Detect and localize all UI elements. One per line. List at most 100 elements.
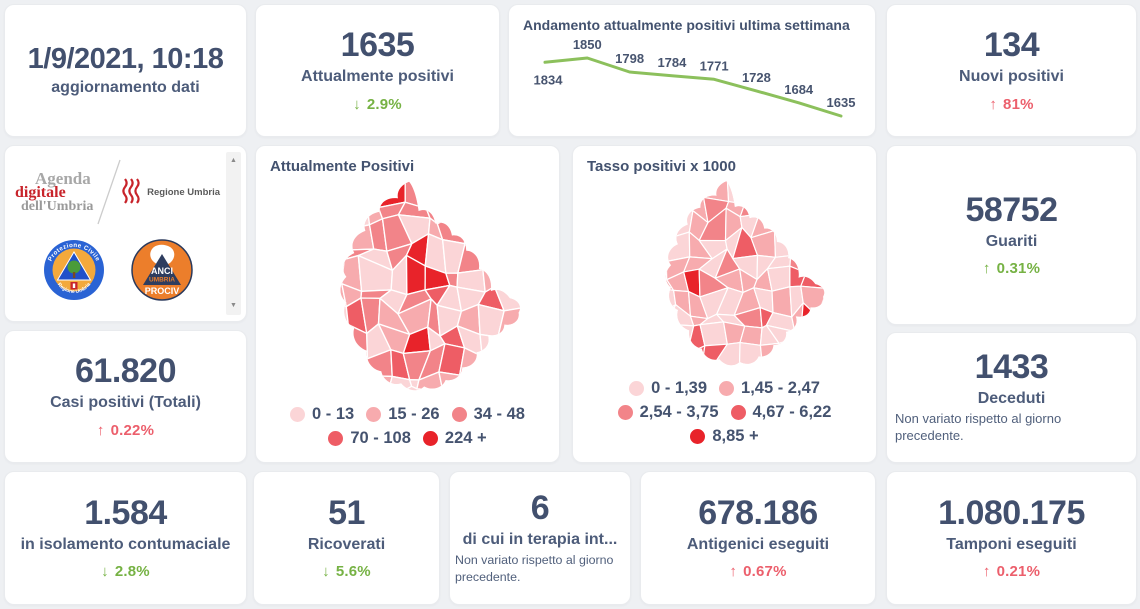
legend-item: 34 - 48: [451, 405, 525, 424]
card-last-update: 1/9/2021, 10:18 aggiornamento dati: [4, 4, 247, 137]
card-tamponi: 1.080.175 Tamponi eseguiti ↑ 0.21%: [886, 471, 1137, 605]
map-title: Attualmente Positivi: [270, 158, 415, 175]
legend-item: 224 +: [422, 429, 487, 448]
stat-delta-value: 0.67%: [743, 563, 787, 581]
legend-item: 2,54 - 3,75: [617, 403, 719, 422]
stat-value: 678.186: [698, 493, 818, 532]
stat-value: 1433: [974, 348, 1049, 387]
map-legend: 0 - 1,39 1,45 - 2,47 2,54 - 3,75 4,67 - …: [587, 373, 862, 446]
card-map-attualmente-positivi: Attualmente Positivi 0 - 13 15 - 26 34 -…: [255, 145, 560, 463]
divider-slash: [97, 159, 121, 225]
stat-delta: ↑ 0.67%: [729, 563, 786, 580]
anci-prociv-logo: ANCI UMBRIA PROCIV: [130, 239, 193, 301]
anci-logo-line2: UMBRIA: [149, 277, 175, 284]
trend-up-icon: ↑: [982, 563, 991, 581]
update-timestamp: 1/9/2021, 10:18: [27, 43, 224, 76]
logo-scrollbar[interactable]: ▲ ▼: [226, 152, 241, 315]
stat-label: Ricoverati: [307, 535, 386, 553]
card-deceduti: 1433 Deceduti Non variato rispetto al gi…: [886, 332, 1137, 463]
trend-up-icon: ↑: [729, 563, 738, 581]
agenda-logo-line3: dell'Umbria: [21, 199, 94, 214]
card-antigenici: 678.186 Antigenici eseguiti ↑ 0.67%: [640, 471, 876, 605]
legend-label: 0 - 13: [312, 405, 355, 423]
card-ricoverati: 51 Ricoverati ↓ 5.6%: [253, 471, 440, 605]
stat-value: 1635: [340, 26, 415, 65]
choropleth-map-tasso-positivi[interactable]: [609, 177, 841, 373]
legend-label: 4,67 - 6,22: [752, 403, 832, 421]
regione-umbria-label: Regione Umbria: [147, 186, 220, 198]
card-nuovi-positivi: 134 Nuovi positivi ↑ 81%: [886, 4, 1137, 137]
legend-swatch: [617, 405, 633, 420]
card-attualmente-positivi: 1635 Attualmente positivi ↓ 2.9%: [255, 4, 500, 137]
stat-delta: ↑ 0.22%: [97, 422, 154, 439]
card-isolamento: 1.584 in isolamento contumaciale ↓ 2.8%: [4, 471, 247, 605]
stat-label: Deceduti: [977, 389, 1046, 407]
legend-swatch: [328, 431, 344, 446]
stat-value: 6: [530, 489, 550, 528]
legend-swatch: [629, 381, 645, 396]
legend-label: 15 - 26: [388, 405, 440, 423]
stat-delta-value: 2.8%: [114, 563, 150, 581]
stat-delta-value: 0.21%: [996, 563, 1041, 581]
stat-delta-value: 2.9%: [366, 95, 402, 113]
stat-delta: ↓ 5.6%: [322, 563, 371, 580]
svg-text:1798: 1798: [615, 51, 644, 66]
legend-label: 34 - 48: [473, 405, 525, 423]
legend-item: 8,85 +: [690, 427, 759, 446]
svg-text:1834: 1834: [534, 72, 564, 87]
legend-label: 8,85 +: [712, 427, 759, 445]
stat-label: in isolamento contumaciale: [20, 535, 231, 553]
legend-swatch: [422, 431, 438, 446]
legend-swatch: [366, 407, 382, 422]
legend-label: 0 - 1,39: [651, 379, 708, 397]
svg-text:1850: 1850: [573, 37, 602, 52]
svg-text:1635: 1635: [827, 95, 856, 110]
stat-value: 58752: [965, 190, 1058, 229]
legend-swatch: [719, 381, 735, 396]
regione-umbria-mark-icon: [122, 178, 140, 204]
legend-swatch: [730, 405, 746, 420]
scroll-up-icon[interactable]: ▲: [230, 157, 237, 164]
stat-label: Guariti: [985, 232, 1038, 250]
svg-text:1771: 1771: [700, 58, 729, 73]
stat-value: 51: [328, 493, 365, 532]
legend-label: 2,54 - 3,75: [639, 403, 719, 421]
choropleth-map-attualmente-positivi[interactable]: [280, 177, 535, 399]
trend-line-chart: 1834 1850 1798 1784 1771 1728 1684 1635: [534, 37, 856, 118]
map-title: Tasso positivi x 1000: [587, 158, 736, 175]
stat-label: Nuovi positivi: [959, 68, 1064, 86]
trend-up-icon: ↑: [989, 95, 998, 113]
stat-note: Non variato rispetto al giorno precedent…: [455, 553, 614, 584]
logo-row-top: Agenda digitale dell'Umbria Regione Umbr…: [15, 154, 220, 230]
stat-label: Attualmente positivi: [301, 68, 454, 86]
stat-label: di cui in terapia int...: [462, 531, 618, 549]
card-logos: Agenda digitale dell'Umbria Regione Umbr…: [4, 145, 247, 322]
legend-swatch: [451, 407, 467, 422]
stat-note: Non variato rispetto al giorno precedent…: [895, 411, 1062, 444]
card-terapia-intensiva: 6 di cui in terapia int... Non variato r…: [449, 471, 631, 605]
svg-text:1684: 1684: [784, 82, 814, 97]
stat-delta: ↓ 2.9%: [353, 96, 402, 113]
agenda-logo-line2: digitale: [15, 184, 66, 201]
stat-value: 1.080.175: [938, 493, 1085, 532]
stat-label: Casi positivi (Totali): [50, 394, 201, 412]
legend-label: 1,45 - 2,47: [741, 379, 820, 397]
scroll-down-icon[interactable]: ▼: [230, 302, 237, 309]
anci-logo-line1: ANCI: [151, 266, 173, 276]
legend-item: 0 - 1,39: [629, 379, 707, 398]
stat-value: 134: [983, 26, 1040, 65]
stat-delta-value: 0.22%: [110, 421, 155, 439]
card-casi-positivi-totali: 61.820 Casi positivi (Totali) ↑ 0.22%: [4, 330, 247, 463]
stat-delta: ↑ 0.21%: [983, 563, 1040, 580]
protezione-civile-logo: Protezione Civile Regione Umbria: [43, 240, 104, 300]
legend-label: 70 - 108: [350, 429, 411, 447]
trend-up-icon: ↑: [982, 260, 991, 278]
map-legend: 0 - 13 15 - 26 34 - 48 70 - 108 224 +: [270, 399, 545, 448]
stat-delta: ↓ 2.8%: [101, 563, 150, 580]
stat-value: 61.820: [75, 352, 177, 391]
stat-delta: ↑ 81%: [989, 96, 1033, 113]
stat-delta-value: 81%: [1003, 95, 1034, 113]
legend-item: 70 - 108: [328, 429, 411, 448]
stat-delta: ↑ 0.31%: [983, 260, 1040, 277]
legend-swatch: [690, 429, 706, 444]
